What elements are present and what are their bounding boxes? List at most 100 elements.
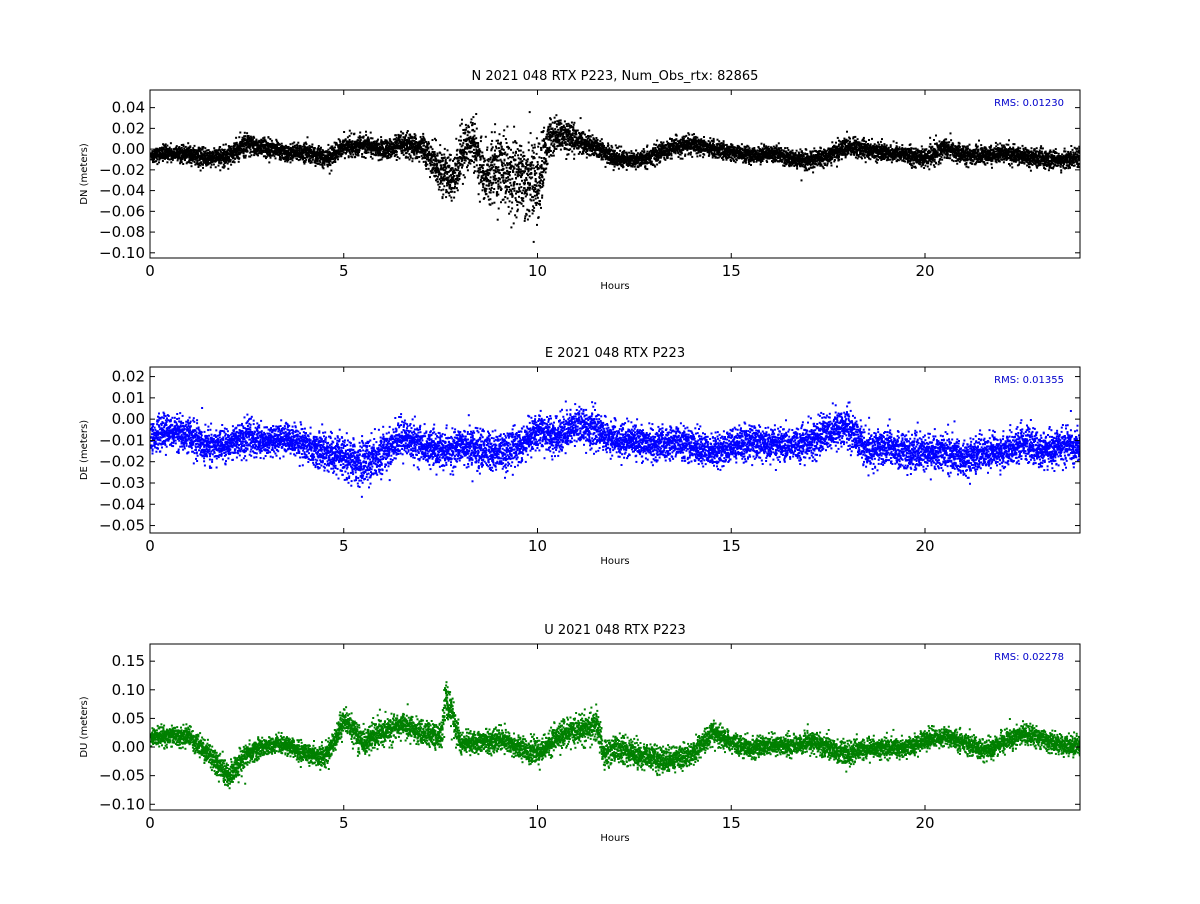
north-point	[230, 159, 232, 161]
north-point	[185, 146, 187, 148]
north-point	[203, 162, 205, 164]
north-point	[498, 147, 500, 149]
north-point	[266, 156, 268, 158]
north-point	[552, 122, 554, 124]
north-point	[412, 143, 414, 145]
north-point	[489, 173, 491, 175]
north-point	[337, 158, 339, 160]
north-point	[340, 155, 342, 157]
north-point	[524, 187, 526, 189]
north-point	[531, 167, 533, 169]
north-point	[539, 185, 541, 187]
north-point	[615, 144, 617, 146]
north-point	[246, 148, 248, 150]
north-point	[489, 198, 491, 200]
north-point	[430, 146, 432, 148]
north-point	[542, 185, 544, 187]
north-point	[403, 146, 405, 148]
north-point	[516, 183, 518, 185]
north-point	[571, 122, 573, 124]
north-point	[607, 162, 609, 164]
north-point	[533, 241, 535, 243]
north-point	[239, 132, 241, 134]
north-point	[503, 135, 505, 137]
north-point	[351, 156, 353, 158]
north-point	[463, 153, 465, 155]
north-point	[513, 190, 515, 192]
north-point	[318, 145, 320, 147]
north-point	[264, 137, 266, 139]
north-point	[490, 176, 492, 178]
north-point	[319, 161, 321, 163]
north-point	[552, 130, 554, 132]
north-point	[540, 207, 542, 209]
north-point	[431, 161, 433, 163]
north-point	[407, 150, 409, 152]
north-point	[425, 141, 427, 143]
north-point	[257, 154, 259, 156]
north-point	[601, 138, 603, 140]
north-point	[268, 161, 270, 163]
north-point	[442, 194, 444, 196]
north-point	[518, 201, 520, 203]
north-point	[519, 183, 521, 185]
north-point	[607, 142, 609, 144]
north-point	[530, 172, 532, 174]
north-point	[509, 171, 511, 173]
north-point	[510, 226, 512, 228]
north-point	[189, 147, 191, 149]
north-point	[488, 184, 490, 186]
north-point	[516, 216, 518, 218]
north-point	[330, 170, 332, 172]
north-point	[329, 164, 331, 166]
north-point	[268, 137, 270, 139]
north-point	[224, 166, 226, 168]
north-point	[572, 132, 574, 134]
north-point	[524, 218, 526, 220]
north-point	[565, 158, 567, 160]
north-point	[184, 159, 186, 161]
north-point	[477, 145, 479, 147]
north-point	[533, 199, 535, 201]
north-point	[437, 155, 439, 157]
north-point	[520, 150, 522, 152]
north-point	[518, 188, 520, 190]
north-point	[503, 162, 505, 164]
north-point	[528, 210, 530, 212]
north-point	[549, 147, 551, 149]
north-point	[396, 154, 398, 156]
north-point	[538, 192, 540, 194]
north-point	[499, 133, 501, 135]
north-point	[270, 157, 272, 159]
north-point	[493, 188, 495, 190]
north-point	[577, 130, 579, 132]
north-point	[530, 200, 532, 202]
north-point	[553, 143, 555, 145]
north-point	[198, 166, 200, 168]
north-point	[564, 136, 566, 138]
north-point	[542, 182, 544, 184]
north-point	[485, 136, 487, 138]
north-point	[484, 160, 486, 162]
north-point	[482, 177, 484, 179]
north-point	[166, 161, 168, 163]
north-point	[626, 169, 628, 171]
north-point	[555, 148, 557, 150]
north-point	[483, 164, 485, 166]
north-point	[601, 153, 603, 155]
north-point	[426, 150, 428, 152]
north-point	[427, 156, 429, 158]
north-point	[299, 149, 301, 151]
north-point	[477, 143, 479, 145]
north-point	[572, 139, 574, 141]
north-point	[582, 153, 584, 155]
north-point	[514, 181, 516, 183]
north-point	[508, 186, 510, 188]
north-point	[510, 184, 512, 186]
north-point	[513, 188, 515, 190]
north-point	[223, 144, 225, 146]
north-point	[468, 126, 470, 128]
north-point	[471, 160, 473, 162]
north-point	[602, 143, 604, 145]
